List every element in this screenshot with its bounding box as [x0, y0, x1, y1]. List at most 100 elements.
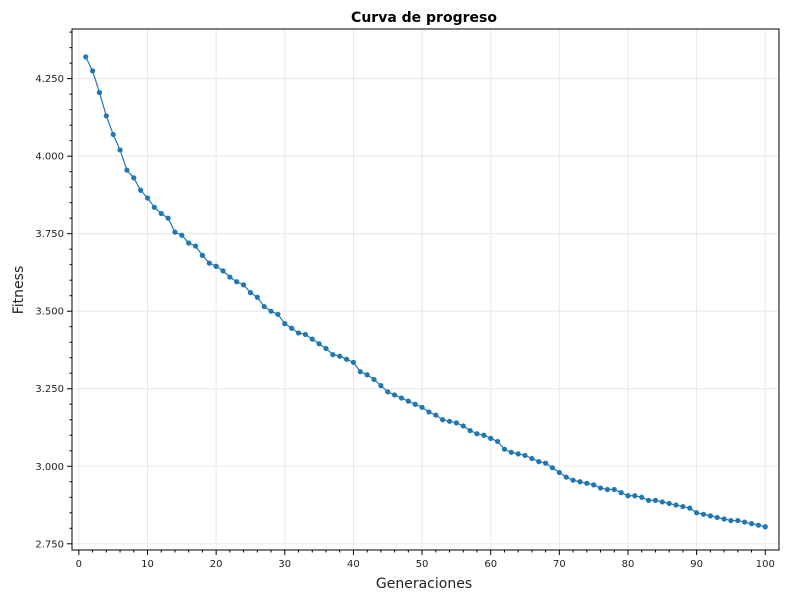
x-tick-label: 40 [347, 559, 360, 570]
data-point [330, 352, 336, 358]
data-point [529, 455, 535, 462]
data-point [316, 341, 322, 347]
data-point [392, 392, 398, 398]
y-tick-label: 3.000 [35, 462, 64, 473]
data-point [625, 493, 631, 499]
x-tick-label: 80 [622, 559, 635, 570]
data-point [556, 469, 562, 476]
data-point [611, 486, 617, 493]
data-point [158, 210, 164, 217]
data-point [144, 195, 151, 201]
data-point [192, 243, 199, 249]
data-point [179, 232, 185, 238]
data-point [453, 420, 459, 426]
x-tick-label: 90 [690, 559, 703, 570]
data-point [378, 383, 384, 389]
data-point [350, 359, 357, 365]
data-point [309, 336, 315, 342]
data-point [474, 431, 480, 437]
data-point [488, 435, 494, 441]
data-point [241, 282, 247, 288]
data-point [426, 409, 432, 415]
data-point [412, 401, 418, 407]
data-point [494, 438, 501, 445]
data-point [220, 268, 226, 274]
grid-layer [72, 29, 779, 550]
data-point [735, 517, 741, 524]
data-point [508, 449, 514, 455]
data-point [680, 503, 686, 510]
data-point [357, 369, 363, 375]
data-point [261, 303, 267, 310]
axis-layer: 0 10 20 30 40 50 60 70 80 90 100 2.750 3.000 3.250 3.5… [35, 31, 775, 570]
data-point [618, 490, 624, 496]
x-tick-label: 20 [210, 559, 223, 570]
data-point [83, 54, 89, 60]
x-tick-label: 50 [416, 559, 429, 570]
data-point [742, 519, 748, 525]
data-point [227, 274, 233, 280]
data-point [131, 175, 137, 181]
data-point [295, 330, 302, 336]
plot-frame [71, 28, 780, 551]
data-point [89, 68, 96, 74]
data-point [515, 451, 521, 457]
data-point [371, 376, 377, 383]
data-point [659, 499, 665, 505]
data-point [543, 460, 549, 466]
data-point [597, 485, 604, 491]
data-point [584, 480, 590, 486]
data-point [591, 482, 597, 488]
data-point [419, 404, 425, 410]
data-point [728, 517, 734, 524]
data-point [762, 524, 768, 530]
data-point [522, 452, 528, 459]
data-point [577, 479, 583, 485]
data-point [467, 428, 473, 434]
data-point [755, 522, 762, 528]
x-tick-label: 100 [756, 559, 775, 570]
data-point [700, 511, 707, 517]
data-point [213, 263, 219, 269]
data-point [694, 510, 700, 516]
data-point [398, 395, 405, 401]
data-point [364, 372, 370, 378]
data-point [481, 432, 487, 438]
data-point [714, 514, 720, 521]
data-point [289, 325, 295, 331]
data-point [96, 89, 103, 96]
data-point [748, 521, 755, 527]
data-point [405, 398, 411, 404]
data-point [440, 417, 446, 423]
data-point [165, 215, 171, 221]
y-axis-label: Fitness [11, 266, 27, 315]
data-point [138, 187, 144, 193]
data-point [117, 147, 123, 153]
y-tick-label: 4.250 [35, 74, 64, 85]
data-point [172, 229, 178, 235]
data-point [103, 113, 109, 119]
data-point [110, 131, 116, 138]
data-point [323, 345, 329, 352]
y-tick-label: 3.750 [35, 229, 64, 240]
data-point [446, 418, 453, 424]
data-point [268, 308, 274, 314]
data-point [206, 260, 212, 266]
data-point [275, 311, 281, 317]
data-point [549, 465, 556, 471]
y-tick-label: 4.000 [35, 152, 64, 163]
x-tick-label: 60 [484, 559, 497, 570]
data-point [721, 516, 727, 522]
data-point [632, 493, 638, 499]
data-point [254, 294, 260, 300]
data-point [343, 356, 350, 362]
y-tick-label: 3.250 [35, 384, 64, 395]
x-axis-label: Generaciones [376, 576, 472, 592]
data-point [673, 502, 679, 508]
data-point [687, 505, 693, 511]
data-point [563, 474, 569, 480]
x-tick-label: 30 [278, 559, 291, 570]
